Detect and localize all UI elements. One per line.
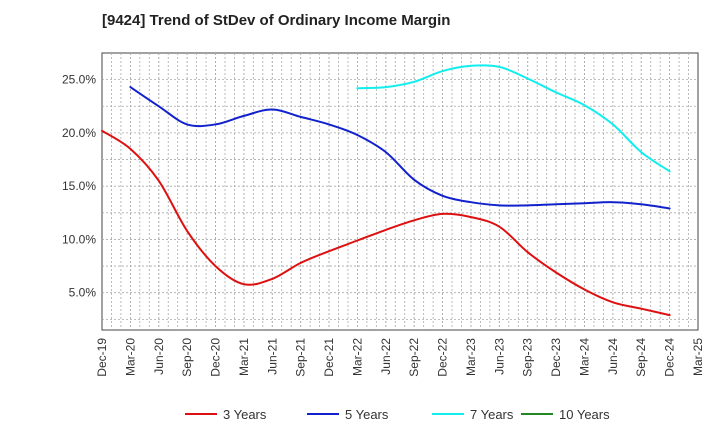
- x-tick-label: Jun-21: [265, 338, 279, 375]
- x-tick-label: Jun-20: [152, 338, 166, 375]
- x-tick-label: Mar-23: [464, 338, 478, 376]
- x-tick-label: Mar-25: [691, 338, 705, 376]
- x-tick-label: Mar-22: [350, 338, 364, 376]
- legend-label: 7 Years: [470, 407, 514, 422]
- x-tick-label: Mar-21: [237, 338, 251, 376]
- x-tick-label: Dec-19: [95, 338, 109, 377]
- legend-item: 7 Years: [432, 407, 514, 422]
- x-tick-label: Dec-22: [436, 338, 450, 377]
- x-axis-ticks: Dec-19 Mar-20 Jun-20 Sep-20 Dec-20 Mar-21 Jun-…: [95, 338, 705, 377]
- legend-label: 10 Years: [559, 407, 610, 422]
- x-tick-label: Sep-20: [180, 338, 194, 377]
- series-line-7-years: [356, 64, 671, 173]
- x-tick-label: Dec-23: [549, 338, 563, 377]
- legend-item: 5 Years: [307, 407, 389, 422]
- x-tick-label: Sep-23: [521, 338, 535, 377]
- x-tick-label: Sep-24: [634, 338, 648, 377]
- x-tick-label: Mar-20: [123, 338, 137, 376]
- legend: 3 Years 5 Years 7 Years 10 Years: [185, 407, 610, 422]
- chart-title: [9424] Trend of StDev of Ordinary Income…: [102, 12, 451, 29]
- x-tick-label: Sep-22: [407, 338, 421, 377]
- y-tick-label: 25.0%: [62, 73, 96, 87]
- x-tick-label: Sep-21: [294, 338, 308, 377]
- legend-item: 3 Years: [185, 407, 267, 422]
- series-lines: [101, 64, 671, 317]
- legend-label: 3 Years: [223, 407, 267, 422]
- x-tick-label: Dec-20: [209, 338, 223, 377]
- x-tick-label: Jun-24: [606, 338, 620, 375]
- y-tick-label: 20.0%: [62, 126, 96, 140]
- x-tick-label: Jun-22: [379, 338, 393, 375]
- x-tick-label: Dec-21: [322, 338, 336, 377]
- y-tick-label: 15.0%: [62, 179, 96, 193]
- x-tick-label: Dec-24: [663, 338, 677, 377]
- x-tick-label: Jun-23: [492, 338, 506, 375]
- y-axis-ticks: 5.0% 10.0% 15.0% 20.0% 25.0%: [62, 73, 96, 300]
- y-tick-label: 5.0%: [69, 286, 97, 300]
- legend-label: 5 Years: [345, 407, 389, 422]
- series-line-5-years: [129, 86, 671, 210]
- x-tick-label: Mar-24: [577, 338, 591, 376]
- series-line-3-years: [101, 129, 671, 317]
- y-tick-label: 10.0%: [62, 232, 96, 246]
- plot-area: [101, 52, 699, 331]
- grid-lines: [102, 53, 698, 330]
- legend-item: 10 Years: [521, 407, 610, 422]
